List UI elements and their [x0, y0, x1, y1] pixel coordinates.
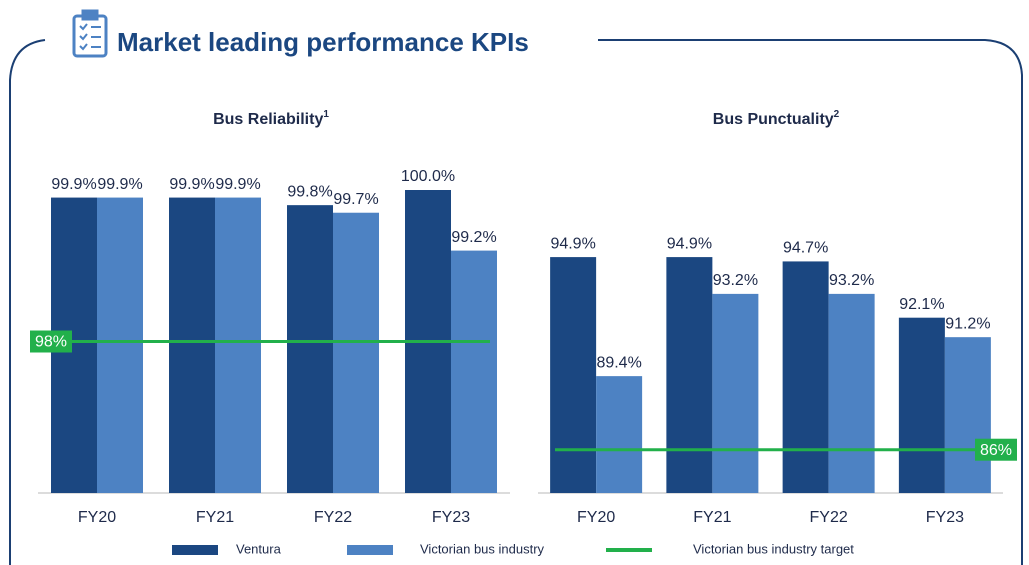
bar [782, 261, 829, 493]
bar [596, 376, 643, 493]
slide-title: Market leading performance KPIs [117, 27, 529, 57]
bar [287, 205, 333, 493]
bar [215, 197, 261, 493]
x-tick-label: FY20 [78, 509, 116, 526]
data-label: 91.2% [945, 315, 990, 332]
bar [169, 197, 215, 493]
data-label: 89.4% [596, 354, 641, 371]
legend-label: Ventura [236, 541, 282, 556]
chart-title: Bus Reliability1 [213, 109, 329, 129]
clipboard-icon [72, 9, 108, 58]
data-label: 93.2% [713, 272, 758, 289]
data-label: 99.8% [287, 183, 332, 200]
bar [451, 250, 497, 493]
target-label: 98% [35, 334, 67, 351]
x-tick-label: FY23 [926, 509, 964, 526]
bar [666, 257, 713, 493]
legend-swatch [606, 548, 652, 552]
chart-title-text: Bus Punctuality [713, 111, 834, 128]
footnote-mark: 1 [323, 109, 329, 120]
x-tick-label: FY23 [432, 509, 470, 526]
x-tick-label: FY21 [693, 509, 731, 526]
chart-title: Bus Punctuality2 [713, 109, 840, 129]
bar [333, 212, 379, 493]
data-label: 99.9% [51, 176, 96, 193]
legend-label: Victorian bus industry [420, 541, 545, 556]
bar [97, 197, 143, 493]
data-label: 99.9% [169, 176, 214, 193]
data-label: 100.0% [401, 168, 455, 185]
legend-swatch [172, 545, 218, 555]
data-label: 94.9% [667, 235, 712, 252]
target-tag [30, 330, 72, 353]
data-label: 92.1% [899, 296, 944, 313]
x-tick-label: FY20 [577, 509, 615, 526]
x-tick-label: FY22 [314, 509, 352, 526]
target-tag [975, 438, 1017, 461]
data-label: 99.2% [451, 229, 496, 246]
x-tick-label: FY22 [810, 509, 848, 526]
legend-swatch [347, 545, 393, 555]
data-label: 99.9% [215, 176, 260, 193]
bar [828, 293, 875, 493]
chart-title-text: Bus Reliability [213, 111, 323, 128]
footnote-mark: 2 [834, 109, 840, 120]
bar [944, 337, 991, 493]
data-label: 99.9% [97, 176, 142, 193]
data-label: 94.9% [550, 235, 595, 252]
target-label: 86% [980, 442, 1012, 459]
data-label: 94.7% [783, 240, 828, 257]
frame [9, 39, 1023, 565]
bar [550, 257, 597, 493]
x-tick-label: FY21 [196, 509, 234, 526]
bar [712, 293, 759, 493]
bar [898, 317, 945, 493]
data-label: 99.7% [333, 191, 378, 208]
legend-label: Victorian bus industry target [693, 541, 854, 556]
data-label: 93.2% [829, 272, 874, 289]
